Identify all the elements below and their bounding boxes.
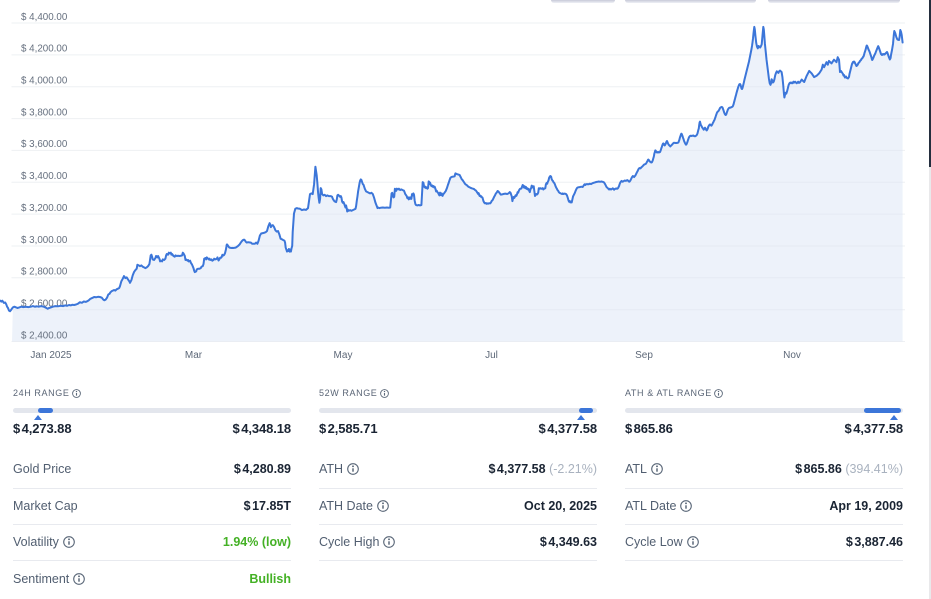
- svg-text:$ 2,400.00: $ 2,400.00: [21, 330, 68, 341]
- svg-text:Jan 2025: Jan 2025: [30, 350, 72, 361]
- svg-text:Mar: Mar: [185, 350, 203, 361]
- svg-text:Nov: Nov: [783, 350, 801, 361]
- svg-text:May: May: [334, 350, 353, 361]
- svg-text:$ 2,800.00: $ 2,800.00: [21, 267, 68, 278]
- svg-text:$ 3,400.00: $ 3,400.00: [21, 171, 68, 182]
- svg-text:$ 4,400.00: $ 4,400.00: [21, 12, 68, 23]
- svg-text:$ 4,000.00: $ 4,000.00: [21, 76, 68, 87]
- svg-text:Jul: Jul: [485, 350, 498, 361]
- svg-text:$ 3,200.00: $ 3,200.00: [21, 203, 68, 214]
- svg-text:$ 4,200.00: $ 4,200.00: [21, 44, 68, 55]
- svg-text:Sep: Sep: [635, 350, 653, 361]
- svg-text:$ 3,800.00: $ 3,800.00: [21, 107, 68, 118]
- svg-text:$ 3,600.00: $ 3,600.00: [21, 139, 68, 150]
- svg-text:$ 3,000.00: $ 3,000.00: [21, 235, 68, 246]
- svg-text:$ 2,600.00: $ 2,600.00: [21, 299, 68, 310]
